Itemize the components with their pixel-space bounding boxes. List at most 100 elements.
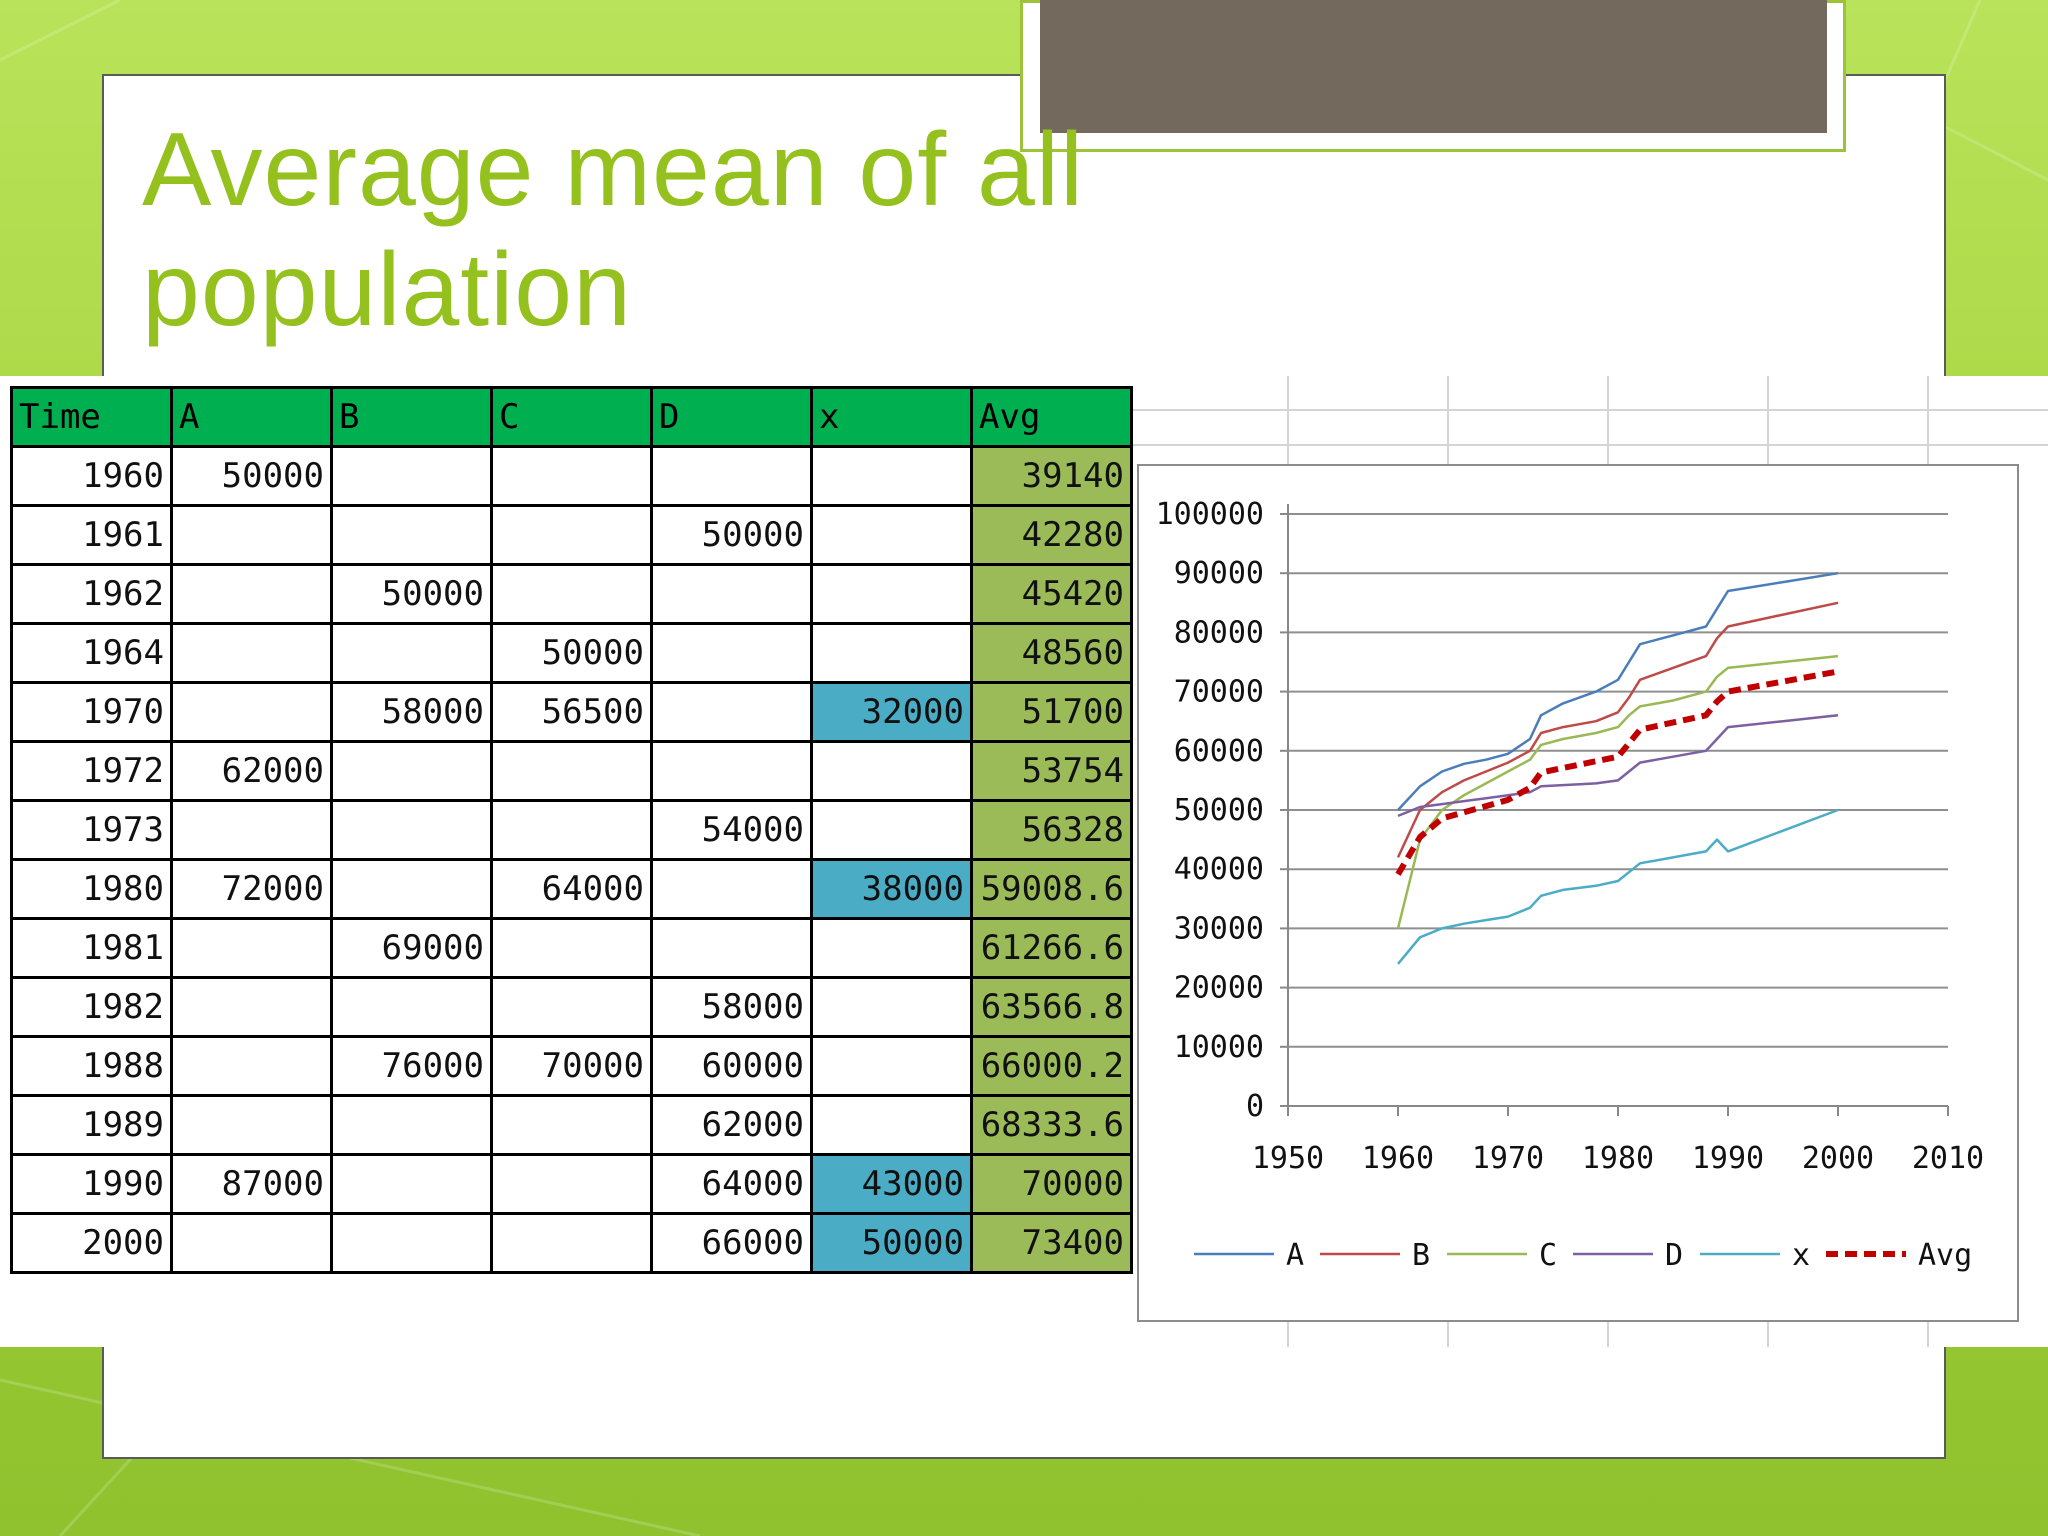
table-cell[interactable]: [810, 1035, 973, 1097]
table-cell[interactable]: [490, 740, 653, 802]
table-cell[interactable]: 50000: [170, 445, 333, 507]
table-cell[interactable]: 48560: [970, 622, 1133, 684]
column-header-time[interactable]: Time: [10, 386, 173, 448]
table-cell[interactable]: 1961: [10, 504, 173, 566]
table-cell[interactable]: [330, 1153, 493, 1215]
table-cell[interactable]: [810, 976, 973, 1038]
table-cell[interactable]: 1964: [10, 622, 173, 684]
table-cell[interactable]: [810, 563, 973, 625]
table-cell[interactable]: 38000: [810, 858, 973, 920]
table-cell[interactable]: [330, 858, 493, 920]
table-cell[interactable]: [490, 1153, 653, 1215]
table-cell[interactable]: [170, 1035, 333, 1097]
table-cell[interactable]: [810, 740, 973, 802]
table-cell[interactable]: [170, 917, 333, 979]
table-cell[interactable]: [650, 917, 813, 979]
table-cell[interactable]: 70000: [490, 1035, 653, 1097]
table-cell[interactable]: [170, 799, 333, 861]
table-cell[interactable]: 56328: [970, 799, 1133, 861]
table-cell[interactable]: 50000: [330, 563, 493, 625]
table-cell[interactable]: [650, 681, 813, 743]
table-cell[interactable]: 2000: [10, 1212, 173, 1274]
table-cell[interactable]: 39140: [970, 445, 1133, 507]
table-cell[interactable]: 69000: [330, 917, 493, 979]
table-cell[interactable]: [330, 504, 493, 566]
table-cell[interactable]: [810, 445, 973, 507]
table-cell[interactable]: [490, 504, 653, 566]
table-cell[interactable]: 1973: [10, 799, 173, 861]
table-cell[interactable]: 68333.6: [970, 1094, 1133, 1156]
table-cell[interactable]: [170, 622, 333, 684]
table-cell[interactable]: 1990: [10, 1153, 173, 1215]
table-cell[interactable]: [490, 1094, 653, 1156]
table-cell[interactable]: 58000: [330, 681, 493, 743]
table-cell[interactable]: 32000: [810, 681, 973, 743]
table-cell[interactable]: 62000: [650, 1094, 813, 1156]
table-cell[interactable]: [810, 799, 973, 861]
table-cell[interactable]: [650, 740, 813, 802]
table-cell[interactable]: [330, 445, 493, 507]
table-cell[interactable]: 1972: [10, 740, 173, 802]
table-cell[interactable]: [170, 504, 333, 566]
table-cell[interactable]: 51700: [970, 681, 1133, 743]
table-cell[interactable]: 50000: [490, 622, 653, 684]
table-cell[interactable]: [810, 917, 973, 979]
table-cell[interactable]: 63566.8: [970, 976, 1133, 1038]
table-cell[interactable]: [170, 976, 333, 1038]
table-cell[interactable]: [810, 622, 973, 684]
table-cell[interactable]: 70000: [970, 1153, 1133, 1215]
table-cell[interactable]: 42280: [970, 504, 1133, 566]
column-header-avg[interactable]: Avg: [970, 386, 1133, 448]
table-cell[interactable]: 66000: [650, 1212, 813, 1274]
table-cell[interactable]: 50000: [650, 504, 813, 566]
table-cell[interactable]: 1982: [10, 976, 173, 1038]
table-cell[interactable]: [330, 1212, 493, 1274]
table-cell[interactable]: 1989: [10, 1094, 173, 1156]
table-cell[interactable]: 1960: [10, 445, 173, 507]
table-cell[interactable]: 72000: [170, 858, 333, 920]
table-cell[interactable]: 59008.6: [970, 858, 1133, 920]
table-cell[interactable]: 54000: [650, 799, 813, 861]
table-cell[interactable]: 1980: [10, 858, 173, 920]
table-cell[interactable]: [810, 1094, 973, 1156]
table-cell[interactable]: 66000.2: [970, 1035, 1133, 1097]
table-cell[interactable]: [650, 445, 813, 507]
table-cell[interactable]: 53754: [970, 740, 1133, 802]
table-cell[interactable]: [330, 740, 493, 802]
table-cell[interactable]: [810, 504, 973, 566]
table-cell[interactable]: 1970: [10, 681, 173, 743]
table-cell[interactable]: [490, 917, 653, 979]
table-cell[interactable]: 1981: [10, 917, 173, 979]
column-header-x[interactable]: x: [810, 386, 973, 448]
table-cell[interactable]: [330, 622, 493, 684]
table-cell[interactable]: [330, 976, 493, 1038]
table-cell[interactable]: 43000: [810, 1153, 973, 1215]
table-cell[interactable]: 62000: [170, 740, 333, 802]
table-cell[interactable]: [490, 799, 653, 861]
column-header-a[interactable]: A: [170, 386, 333, 448]
column-header-b[interactable]: B: [330, 386, 493, 448]
table-cell[interactable]: [490, 1212, 653, 1274]
table-cell[interactable]: [170, 681, 333, 743]
table-cell[interactable]: [330, 1094, 493, 1156]
table-cell[interactable]: [170, 563, 333, 625]
table-cell[interactable]: 1988: [10, 1035, 173, 1097]
column-header-c[interactable]: C: [490, 386, 653, 448]
table-cell[interactable]: 1962: [10, 563, 173, 625]
table-cell[interactable]: [490, 976, 653, 1038]
table-cell[interactable]: 76000: [330, 1035, 493, 1097]
table-cell[interactable]: 87000: [170, 1153, 333, 1215]
table-cell[interactable]: [490, 563, 653, 625]
table-cell[interactable]: 50000: [810, 1212, 973, 1274]
table-cell[interactable]: 64000: [490, 858, 653, 920]
table-cell[interactable]: [650, 563, 813, 625]
table-cell[interactable]: [650, 622, 813, 684]
table-cell[interactable]: 58000: [650, 976, 813, 1038]
table-cell[interactable]: [170, 1212, 333, 1274]
table-cell[interactable]: 60000: [650, 1035, 813, 1097]
table-cell[interactable]: [330, 799, 493, 861]
table-cell[interactable]: 73400: [970, 1212, 1133, 1274]
table-cell[interactable]: 56500: [490, 681, 653, 743]
table-cell[interactable]: [650, 858, 813, 920]
table-cell[interactable]: 61266.6: [970, 917, 1133, 979]
